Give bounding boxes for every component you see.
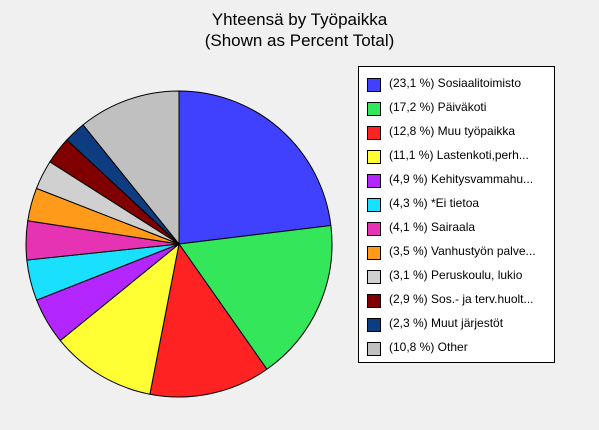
legend-item: (4,3 %) *Ei tietoa <box>359 193 554 217</box>
legend-label: (2,9 %) Sos.- ja terv.huolt... <box>389 292 534 306</box>
legend-label: (23,1 %) Sosiaalitoimisto <box>389 76 522 90</box>
legend-label: (4,1 %) Sairaala <box>389 220 476 234</box>
legend-label: (12,8 %) Muu työpaikka <box>389 124 516 138</box>
legend-swatch <box>367 198 381 212</box>
legend-item: (2,3 %) Muut järjestöt <box>359 313 554 337</box>
legend-swatch <box>367 102 381 116</box>
legend-label: (17,2 %) Päiväkoti <box>389 100 487 114</box>
pie-slice-4 <box>59 242 180 395</box>
legend-label: (4,3 %) *Ei tietoa <box>389 196 480 210</box>
legend-swatch <box>367 126 381 140</box>
legend-swatch <box>367 342 381 356</box>
legend-item: (3,5 %) Vanhustyön palve... <box>359 241 554 265</box>
legend-swatch <box>367 318 381 332</box>
legend-label: (4,9 %) Kehitysvammahu... <box>389 172 534 186</box>
legend-swatch <box>367 270 381 284</box>
legend-item: (2,9 %) Sos.- ja terv.huolt... <box>359 289 554 313</box>
legend-swatch <box>367 246 381 260</box>
legend-item: (10,8 %) Other <box>359 337 554 361</box>
legend-label: (11,1 %) Lastenkoti,perh... <box>389 148 529 162</box>
pie-slice-12 <box>82 90 180 246</box>
legend-item: (3,1 %) Peruskoulu, lukio <box>359 265 554 289</box>
legend-item: (4,1 %) Sairaala <box>359 217 554 241</box>
chart-title-block: Yhteensä by Työpaikka (Shown as Percent … <box>0 9 599 51</box>
pie-slice-1 <box>178 90 332 245</box>
legend-swatch <box>367 222 381 236</box>
chart-subtitle: (Shown as Percent Total) <box>204 31 395 50</box>
pie-slice-3 <box>149 242 268 398</box>
legend-item: (12,8 %) Muu työpaikka <box>359 121 554 145</box>
legend-item: (4,9 %) Kehitysvammahu... <box>359 169 554 193</box>
pie-slice-2 <box>178 225 333 370</box>
legend-swatch <box>367 174 381 188</box>
legend-label: (2,3 %) Muut järjestöt <box>389 316 504 330</box>
legend-item: (23,1 %) Sosiaalitoimisto <box>359 73 554 97</box>
legend-swatch <box>367 78 381 92</box>
chart-legend: (23,1 %) Sosiaalitoimisto (17,2 %) Päiväk… <box>358 66 555 363</box>
legend-swatch <box>367 150 381 164</box>
legend-label: (3,1 %) Peruskoulu, lukio <box>389 268 523 282</box>
legend-item: (11,1 %) Lastenkoti,perh... <box>359 145 554 169</box>
legend-swatch <box>367 294 381 308</box>
chart-title: Yhteensä by Työpaikka <box>211 10 388 29</box>
legend-label: (10,8 %) Other <box>389 340 468 354</box>
legend-label: (3,5 %) Vanhustyön palve... <box>389 244 536 258</box>
legend-item: (17,2 %) Päiväkoti <box>359 97 554 121</box>
